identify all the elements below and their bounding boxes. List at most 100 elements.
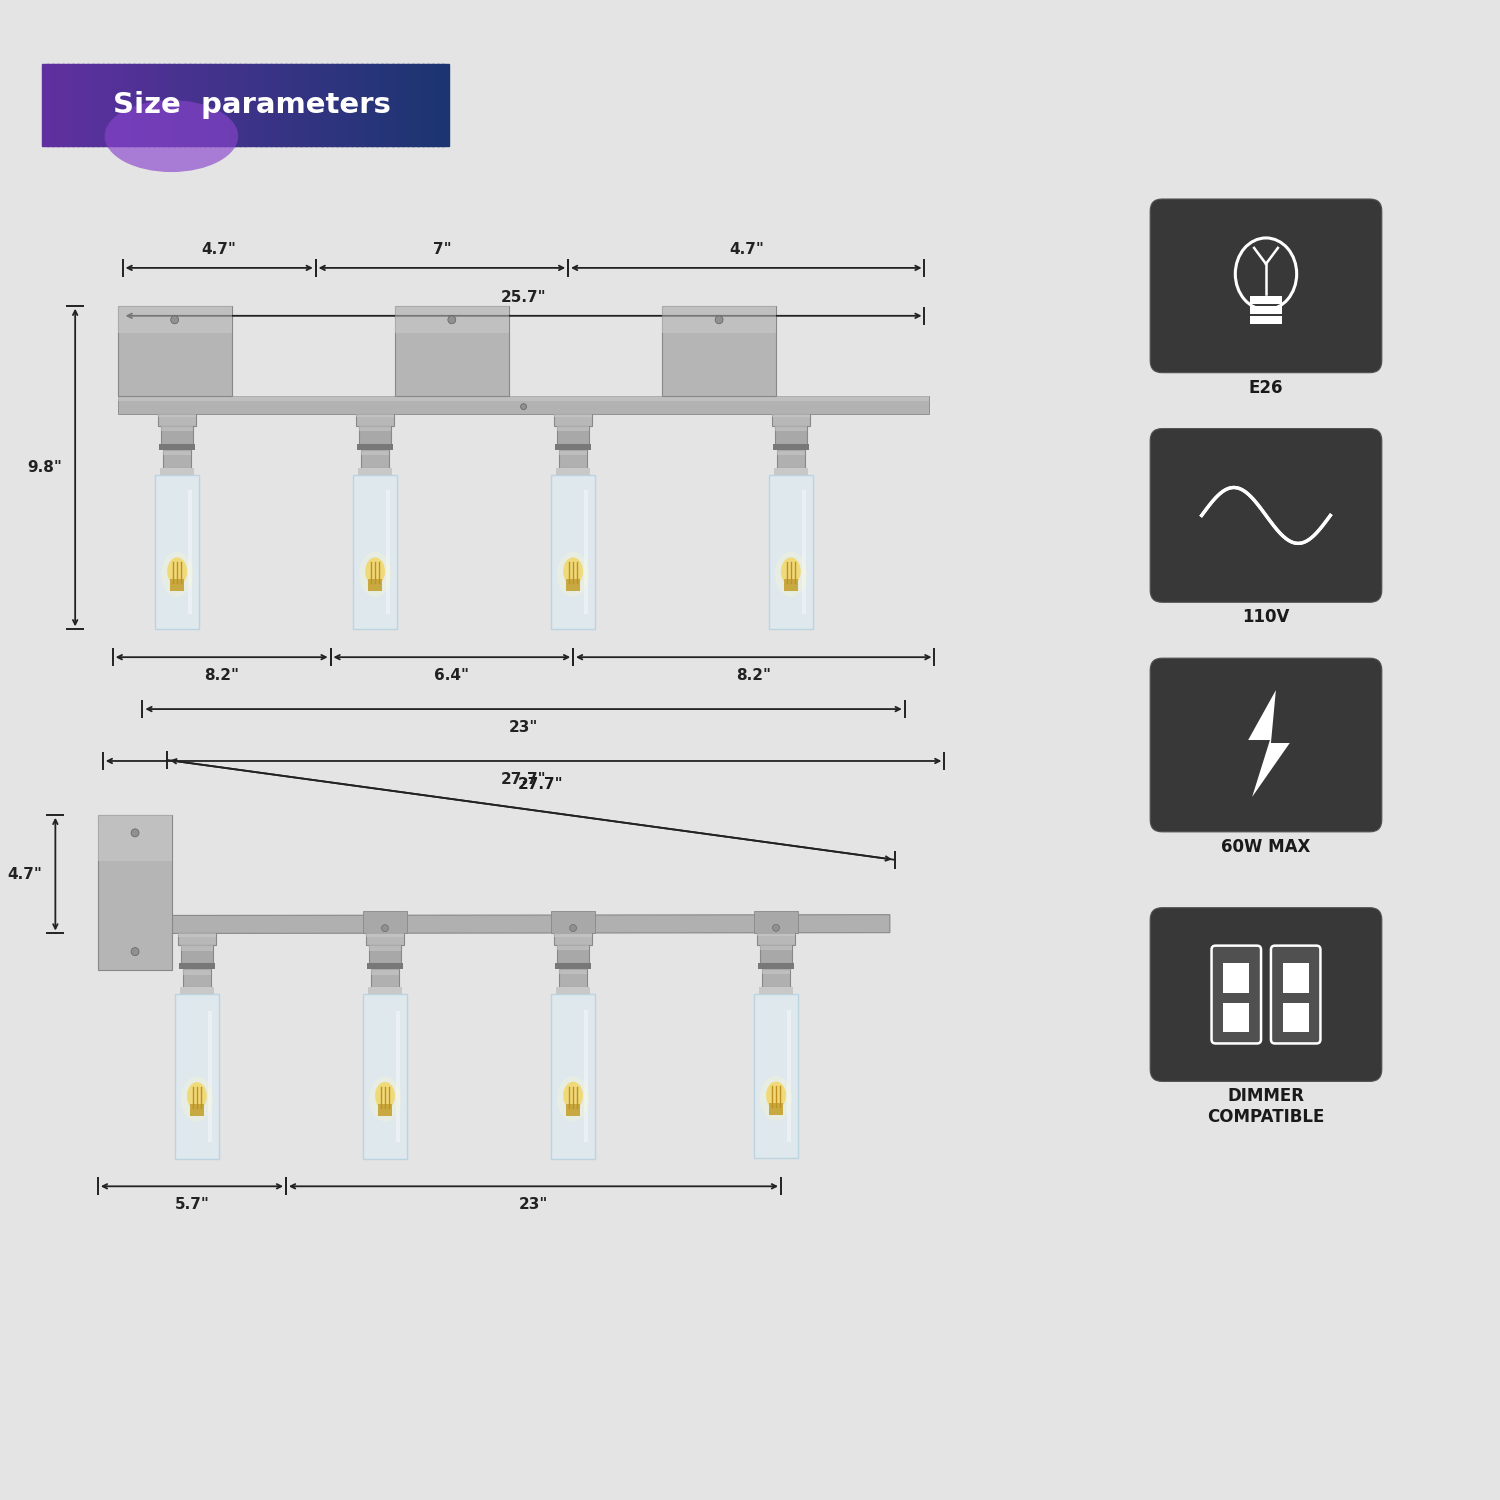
Bar: [368, 579, 382, 591]
Bar: [183, 969, 211, 987]
Bar: [556, 468, 590, 474]
Bar: [260, 64, 267, 146]
Bar: [346, 64, 352, 146]
FancyBboxPatch shape: [1150, 658, 1382, 833]
Bar: [772, 414, 810, 417]
Bar: [556, 987, 590, 994]
Circle shape: [520, 404, 526, 410]
Bar: [662, 306, 776, 333]
Bar: [777, 450, 804, 468]
Bar: [754, 993, 798, 1158]
Bar: [176, 994, 219, 1160]
Text: 9.8": 9.8": [27, 460, 63, 476]
Bar: [360, 426, 392, 430]
Bar: [801, 490, 806, 614]
Text: 110V: 110V: [1242, 609, 1290, 627]
Text: 27.7": 27.7": [518, 777, 564, 792]
Text: 4.7": 4.7": [729, 242, 764, 256]
Bar: [357, 414, 395, 426]
Ellipse shape: [364, 558, 386, 585]
Bar: [555, 414, 592, 417]
Bar: [280, 64, 286, 146]
Bar: [555, 414, 592, 426]
Bar: [552, 994, 596, 1158]
Bar: [762, 969, 790, 974]
Bar: [770, 474, 813, 628]
Text: 23": 23": [509, 720, 538, 735]
Bar: [442, 64, 450, 146]
Bar: [370, 969, 399, 987]
Bar: [1250, 306, 1282, 314]
Bar: [128, 64, 135, 146]
Bar: [98, 64, 105, 146]
Bar: [112, 64, 120, 146]
Bar: [362, 450, 388, 468]
Ellipse shape: [375, 1082, 394, 1110]
Bar: [662, 306, 776, 396]
Bar: [776, 426, 807, 444]
Bar: [182, 945, 213, 951]
Bar: [354, 474, 398, 628]
Text: 8.2": 8.2": [736, 668, 771, 682]
Bar: [366, 64, 374, 146]
Bar: [162, 426, 194, 444]
Bar: [422, 64, 429, 146]
FancyBboxPatch shape: [1150, 908, 1382, 1082]
Bar: [552, 910, 596, 933]
Bar: [392, 64, 399, 146]
Bar: [310, 64, 318, 146]
Bar: [285, 64, 292, 146]
Text: E26: E26: [1248, 378, 1282, 396]
Bar: [159, 444, 195, 450]
Bar: [360, 426, 392, 444]
Bar: [777, 450, 804, 454]
Bar: [772, 444, 808, 450]
Ellipse shape: [776, 552, 807, 597]
Text: 4.7": 4.7": [8, 867, 42, 882]
Ellipse shape: [182, 1077, 213, 1122]
Bar: [1224, 1002, 1250, 1032]
FancyBboxPatch shape: [1150, 429, 1382, 603]
Bar: [759, 987, 794, 993]
Bar: [117, 306, 231, 396]
Text: 25.7": 25.7": [501, 290, 546, 304]
Bar: [760, 945, 792, 963]
Bar: [427, 64, 433, 146]
Bar: [92, 64, 99, 146]
Circle shape: [130, 948, 140, 956]
Bar: [363, 994, 407, 1160]
Circle shape: [570, 924, 576, 932]
Bar: [366, 933, 404, 938]
Bar: [362, 64, 368, 146]
Bar: [1282, 1002, 1308, 1032]
Circle shape: [772, 924, 780, 932]
Bar: [159, 414, 196, 426]
Bar: [560, 450, 586, 468]
Bar: [102, 64, 110, 146]
Bar: [219, 64, 226, 146]
Bar: [402, 64, 410, 146]
Bar: [164, 450, 190, 454]
Bar: [134, 64, 140, 146]
Bar: [164, 64, 171, 146]
Bar: [240, 64, 246, 146]
Bar: [51, 64, 58, 146]
Bar: [234, 64, 242, 146]
Bar: [357, 414, 395, 417]
Text: 4.7": 4.7": [202, 242, 237, 256]
Bar: [368, 963, 404, 969]
Bar: [396, 1011, 400, 1143]
Bar: [413, 64, 419, 146]
Bar: [296, 64, 302, 146]
Bar: [378, 1104, 392, 1116]
Bar: [189, 64, 195, 146]
Bar: [214, 64, 220, 146]
Bar: [387, 64, 393, 146]
Polygon shape: [172, 915, 890, 933]
Bar: [142, 64, 150, 146]
Bar: [82, 64, 88, 146]
Bar: [300, 64, 307, 146]
Bar: [762, 969, 790, 987]
Bar: [368, 987, 402, 994]
Bar: [168, 64, 176, 146]
